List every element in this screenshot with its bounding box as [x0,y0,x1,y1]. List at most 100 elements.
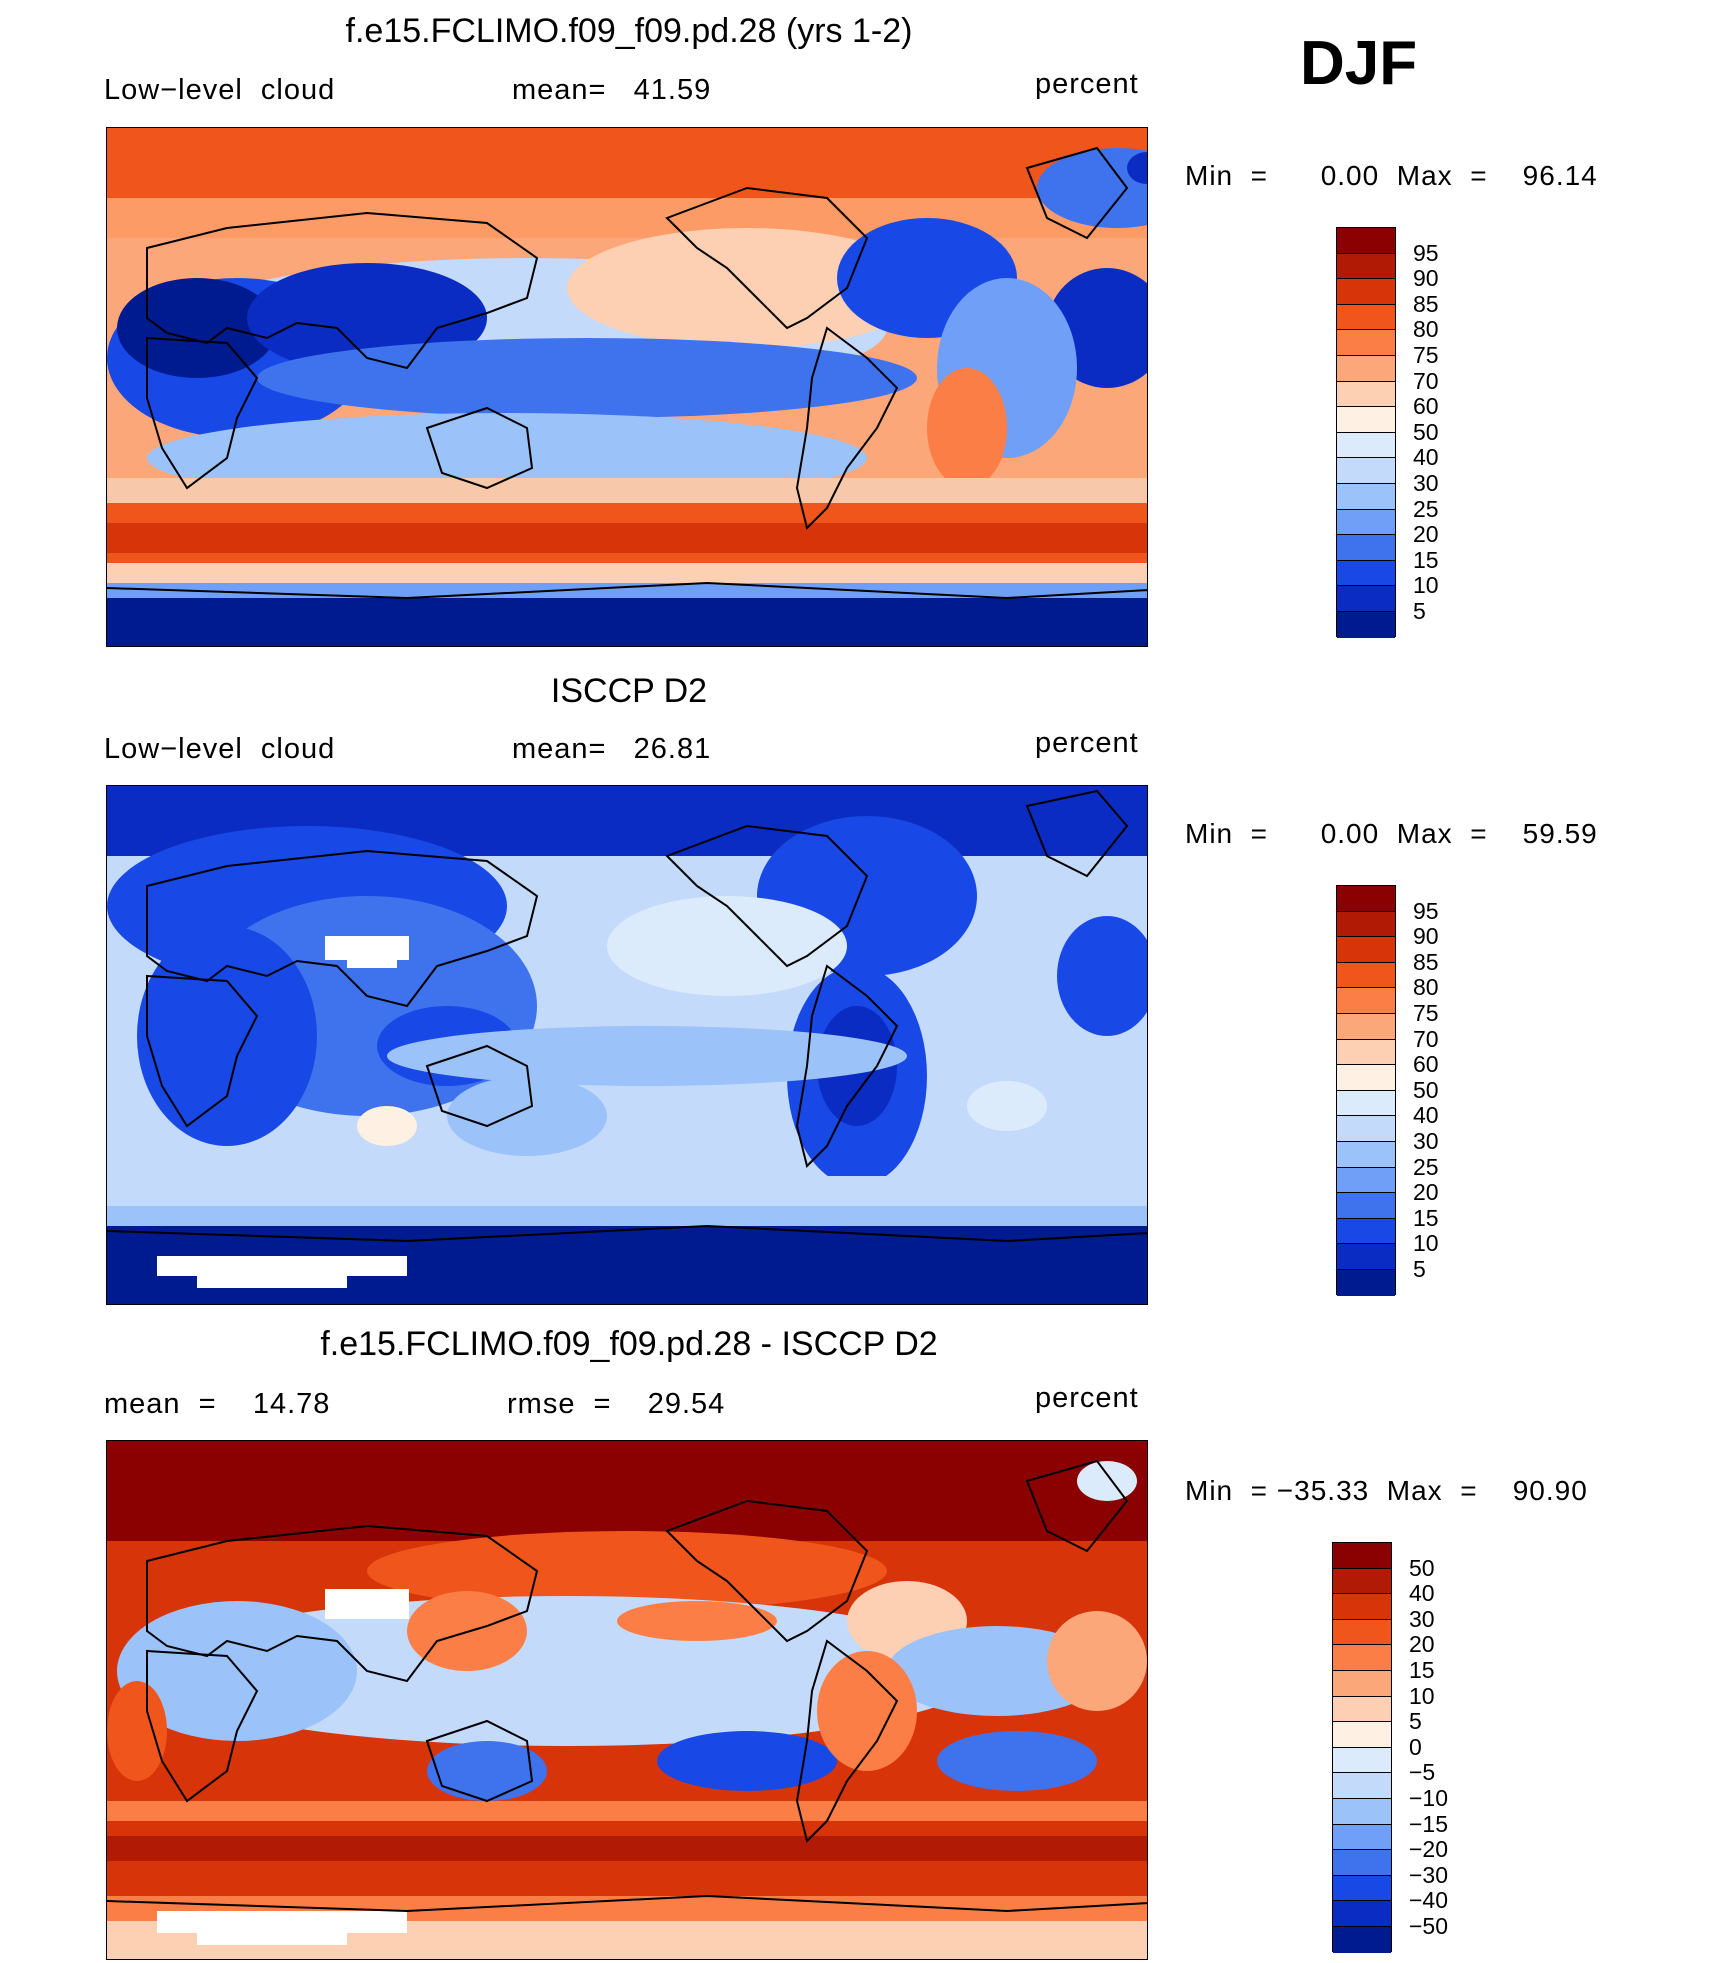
colorbar-segment [1337,1039,1395,1066]
colorbar-segment [1337,1013,1395,1040]
colorbar-tick-label: −50 [1409,1913,1449,1939]
colorbar [1336,885,1396,1296]
field-label: Low−level cloud [104,74,336,106]
colorbar-segment [1333,1875,1391,1902]
colorbar-tick-label: 80 [1413,974,1439,1001]
colorbar-tick-label: −10 [1409,1785,1449,1811]
colorbar-segment [1337,560,1395,587]
colorbar-tick-label: 40 [1409,1580,1435,1607]
colorbar-segment [1333,1722,1391,1748]
colorbar-segment [1337,535,1395,561]
colorbar-tick-label: 5 [1413,598,1426,624]
colorbar-tick-label: 50 [1413,418,1439,445]
colorbar-tick-label: 70 [1413,367,1439,394]
colorbar-segment [1337,1269,1395,1296]
colorbar-tick-label: 60 [1413,1051,1439,1078]
colorbar-tick-label: 30 [1413,470,1439,496]
colorbar-tick-label: 20 [1413,521,1439,548]
colorbar-segment [1337,988,1395,1014]
colorbar-tick-label: 20 [1413,1179,1439,1206]
colorbar-tick-label: 70 [1413,1025,1439,1052]
colorbar-segment [1333,1747,1391,1774]
colorbar-tick-label: 95 [1413,897,1439,924]
low-cloud-model-field-icon [107,128,1147,646]
colorbar-segment [1337,1218,1395,1245]
colorbar-segment [1333,1645,1391,1671]
colorbar-tick-label: 40 [1413,1102,1439,1129]
colorbar-segment [1333,1850,1391,1876]
season-label: DJF [1300,29,1418,98]
colorbar-segment [1333,1773,1391,1799]
colorbar-segment [1337,381,1395,408]
colorbar-tick-label: 0 [1409,1733,1422,1760]
colorbar-segment [1333,1594,1391,1620]
map-model [106,127,1148,647]
colorbar-segment [1337,611,1395,638]
colorbar-tick-label: 25 [1413,1153,1439,1180]
colorbar-segment [1333,1901,1391,1927]
map-observed [106,785,1148,1305]
colorbar-tick-label: 5 [1413,1256,1426,1282]
colorbar-segment [1337,1065,1395,1091]
colorbar-segment [1337,509,1395,536]
colorbar-tick-label: 60 [1413,393,1439,420]
colorbar-tick-label: 20 [1409,1631,1435,1658]
colorbar-tick-label: 95 [1413,239,1439,266]
min-max-label: Min = 0.00 Max = 96.14 [1185,160,1598,191]
colorbar-segment [1337,407,1395,433]
colorbar-segment [1337,279,1395,305]
colorbar [1332,1542,1392,1953]
colorbar-tick-label: 15 [1409,1657,1435,1683]
mean-label: mean= 26.81 [512,733,712,765]
colorbar-segment [1337,911,1395,938]
colorbar-tick-label: 85 [1413,948,1439,975]
colorbar-tick-label: 90 [1413,265,1439,292]
colorbar-tick-label: 50 [1413,1076,1439,1103]
colorbar-segment [1333,1543,1391,1569]
colorbar-tick-label: 30 [1409,1605,1435,1632]
mean-label: mean = 14.78 [104,1388,331,1420]
colorbar-tick-label: 30 [1413,1128,1439,1154]
colorbar-tick-label: 5 [1409,1708,1422,1735]
colorbar-tick-label: 15 [1413,546,1439,573]
low-cloud-difference-field-icon [107,1441,1147,1959]
colorbar-segment [1337,355,1395,382]
panel-title: ISCCP D2 [550,672,708,710]
colorbar-tick-label: 75 [1413,342,1439,368]
units-label: percent [1035,727,1139,759]
colorbar-segment [1337,432,1395,459]
colorbar-segment [1337,586,1395,612]
colorbar-segment [1333,1926,1391,1953]
colorbar-segment [1337,1141,1395,1168]
colorbar-segment [1333,1670,1391,1697]
rmse-label: rmse = 29.54 [507,1388,726,1420]
colorbar-segment [1337,962,1395,989]
colorbar-segment [1337,483,1395,510]
colorbar-segment [1337,1116,1395,1142]
colorbar-tick-label: 15 [1413,1204,1439,1231]
colorbar-tick-label: 25 [1413,495,1439,522]
colorbar-tick-label: −40 [1409,1887,1449,1914]
field-label: Low−level cloud [104,733,336,765]
colorbar-segment [1337,253,1395,280]
colorbar-segment [1337,886,1395,912]
colorbar-tick-label: 75 [1413,1000,1439,1026]
colorbar-segment [1333,1568,1391,1595]
colorbar-tick-label: 80 [1413,316,1439,343]
units-label: percent [1035,1382,1139,1414]
colorbar-tick-label: −15 [1409,1810,1449,1837]
colorbar-tick-label: 10 [1409,1682,1435,1709]
colorbar-segment [1337,937,1395,963]
colorbar-tick-label: −5 [1409,1759,1436,1786]
colorbar-segment [1337,1244,1395,1270]
colorbar-tick-label: 40 [1413,444,1439,471]
colorbar-segment [1337,1193,1395,1219]
colorbar [1336,227,1396,638]
units-label: percent [1035,68,1139,100]
min-max-label: Min = −35.33 Max = 90.90 [1185,1475,1588,1506]
panel-title: f.e15.FCLIMO.f09_f09.pd.28 - ISCCP D2 [320,1325,938,1363]
mean-label: mean= 41.59 [512,74,712,106]
colorbar-tick-label: 10 [1413,572,1439,599]
colorbar-segment [1333,1696,1391,1723]
colorbar-tick-label: 10 [1413,1230,1439,1257]
